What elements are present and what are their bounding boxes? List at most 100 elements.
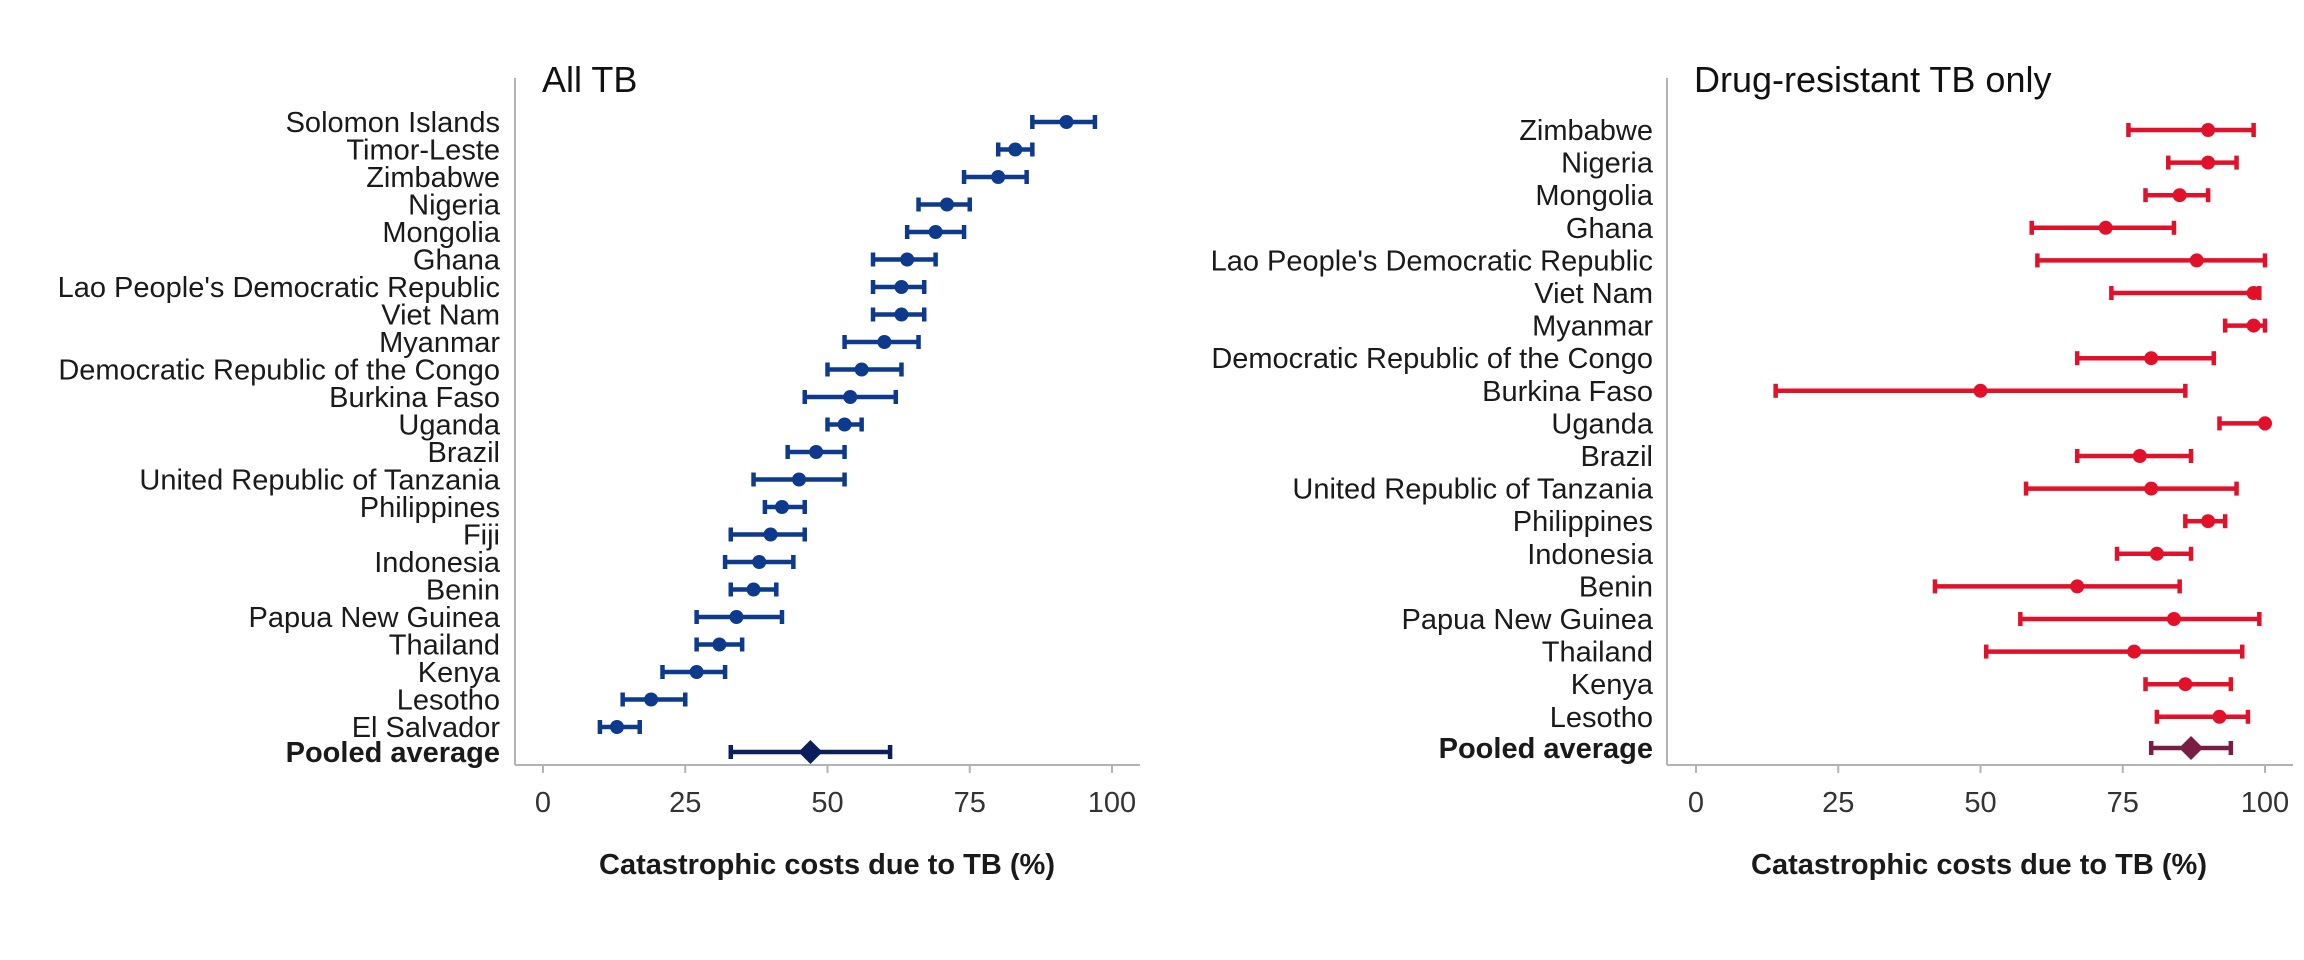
country-label-thailand: Thailand xyxy=(1542,637,1653,669)
point-estimate xyxy=(2144,351,2159,366)
point-estimate xyxy=(854,362,869,377)
country-label-brazil: Brazil xyxy=(427,437,500,469)
point-estimate xyxy=(792,472,807,487)
point-estimate xyxy=(2201,123,2216,137)
panel-title-all-tb: All TB xyxy=(542,59,637,100)
country-label-benin: Benin xyxy=(426,575,500,607)
country-label-fiji: Fiji xyxy=(463,520,500,552)
country-label-uganda: Uganda xyxy=(1551,408,1653,440)
point-estimate xyxy=(752,555,767,569)
country-label-viet-nam: Viet Nam xyxy=(1534,278,1653,310)
point-estimate xyxy=(2172,188,2187,203)
point-estimate xyxy=(809,445,824,459)
country-label-viet-nam: Viet Nam xyxy=(381,300,500,332)
point-estimate xyxy=(774,500,789,514)
point-estimate xyxy=(746,582,761,597)
pooled-label: Pooled average xyxy=(1439,733,1653,765)
country-label-benin: Benin xyxy=(1579,571,1653,603)
x-tick-label: 100 xyxy=(1088,787,1136,819)
point-estimate xyxy=(2246,286,2261,300)
x-tick-label: 50 xyxy=(811,787,843,819)
country-label-democratic-republic-of-the-congo: Democratic Republic of the Congo xyxy=(58,355,500,387)
x-tick-label: 0 xyxy=(1688,787,1704,819)
point-estimate xyxy=(2098,220,2113,235)
point-estimate xyxy=(644,692,659,707)
x-axis-title-all-tb: Catastrophic costs due to TB (%) xyxy=(599,849,1055,881)
point-estimate xyxy=(2258,416,2272,431)
panel-drug-resistant-tb: Drug-resistant TB only Catastrophic cost… xyxy=(1211,59,2293,881)
country-label-lesotho: Lesotho xyxy=(1550,702,1653,734)
country-label-uganda: Uganda xyxy=(398,410,500,442)
country-label-united-republic-of-tanzania: United Republic of Tanzania xyxy=(1292,474,1653,506)
point-estimate xyxy=(2246,318,2261,333)
country-label-papua-new-guinea: Papua New Guinea xyxy=(1402,604,1654,636)
point-estimate xyxy=(1008,142,1023,157)
point-estimate xyxy=(894,307,909,322)
point-estimate xyxy=(2201,155,2216,170)
point-estimate xyxy=(2127,644,2142,659)
x-tick-label: 50 xyxy=(1964,787,1996,819)
country-label-philippines: Philippines xyxy=(1513,506,1653,538)
pooled-estimate-diamond xyxy=(2179,736,2204,760)
point-estimate xyxy=(2201,514,2216,529)
point-estimate xyxy=(2178,677,2193,692)
country-label-indonesia: Indonesia xyxy=(1527,539,1654,571)
x-tick-label: 75 xyxy=(2107,787,2139,819)
country-label-myanmar: Myanmar xyxy=(1532,311,1653,343)
point-estimate xyxy=(1059,115,1074,129)
point-estimate xyxy=(894,280,909,294)
point-estimate xyxy=(939,197,954,212)
country-label-burkina-faso: Burkina Faso xyxy=(1482,376,1653,408)
x-tick-label: 25 xyxy=(1822,787,1854,819)
country-label-thailand: Thailand xyxy=(389,630,500,662)
pooled-estimate-diamond xyxy=(798,740,823,764)
country-label-papua-new-guinea: Papua New Guinea xyxy=(249,602,501,634)
country-label-nigeria: Nigeria xyxy=(1561,148,1654,180)
country-label-timor-leste: Timor-Leste xyxy=(346,135,500,167)
point-estimate xyxy=(843,390,858,404)
point-estimate xyxy=(900,252,915,267)
point-estimate xyxy=(2166,612,2181,626)
country-label-kenya: Kenya xyxy=(1571,669,1654,701)
point-estimate xyxy=(2070,579,2085,594)
country-label-ghana: Ghana xyxy=(413,245,501,277)
country-label-indonesia: Indonesia xyxy=(374,547,501,579)
country-label-myanmar: Myanmar xyxy=(379,327,500,359)
point-estimate xyxy=(712,637,727,652)
country-label-mongolia: Mongolia xyxy=(382,217,501,249)
x-tick-label: 100 xyxy=(2241,787,2289,819)
country-label-zimbabwe: Zimbabwe xyxy=(1519,115,1653,147)
country-label-democratic-republic-of-the-congo: Democratic Republic of the Congo xyxy=(1211,343,1653,375)
point-estimate xyxy=(2132,449,2147,463)
country-label-burkina-faso: Burkina Faso xyxy=(329,382,500,414)
point-estimate xyxy=(729,610,744,624)
point-estimate xyxy=(991,170,1006,184)
point-estimate xyxy=(837,417,852,432)
pooled-label: Pooled average xyxy=(286,737,500,769)
point-estimate xyxy=(2189,253,2204,268)
point-estimate xyxy=(609,720,624,734)
country-label-mongolia: Mongolia xyxy=(1535,180,1654,212)
point-estimate xyxy=(877,335,892,349)
point-estimate xyxy=(763,527,778,542)
country-label-nigeria: Nigeria xyxy=(408,190,501,222)
x-tick-label: 75 xyxy=(954,787,986,819)
country-label-united-republic-of-tanzania: United Republic of Tanzania xyxy=(139,465,500,497)
panel-all-tb: All TB Catastrophic costs due to TB (%) … xyxy=(58,59,1140,881)
country-label-philippines: Philippines xyxy=(360,492,500,524)
country-label-zimbabwe: Zimbabwe xyxy=(366,162,500,194)
country-label-solomon-islands: Solomon Islands xyxy=(286,107,500,139)
x-tick-label: 25 xyxy=(669,787,701,819)
country-label-lesotho: Lesotho xyxy=(397,685,500,717)
point-estimate xyxy=(2144,481,2159,496)
x-tick-label: 0 xyxy=(535,787,551,819)
panel-title-drug-resistant-tb: Drug-resistant TB only xyxy=(1694,59,2051,100)
country-label-lao-people-s-democratic-republic: Lao People's Democratic Republic xyxy=(1211,245,1653,277)
point-estimate xyxy=(1973,383,1988,398)
country-label-ghana: Ghana xyxy=(1566,213,1654,245)
x-axis-title-drug-resistant-tb: Catastrophic costs due to TB (%) xyxy=(1751,849,2207,881)
country-label-brazil: Brazil xyxy=(1580,441,1653,473)
country-label-kenya: Kenya xyxy=(418,657,501,689)
point-estimate xyxy=(2149,546,2164,561)
point-estimate xyxy=(928,225,943,239)
